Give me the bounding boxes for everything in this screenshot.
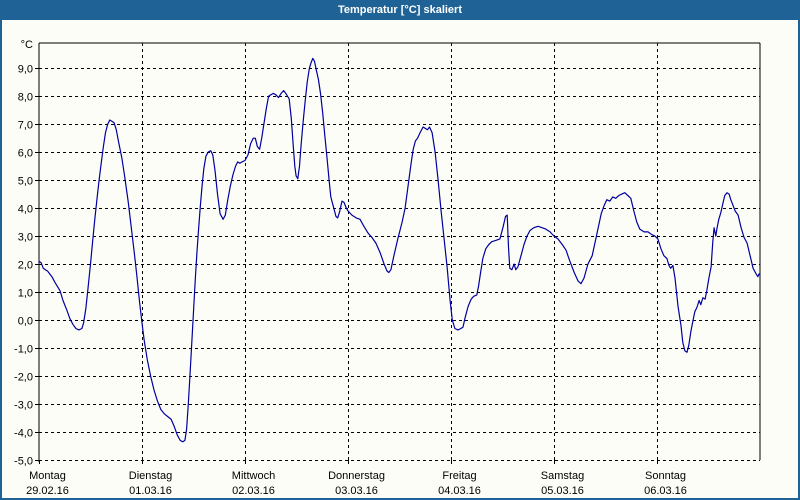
x-tick-day-label: Samstag: [541, 470, 584, 482]
y-tick-label: -5,0: [14, 456, 33, 468]
x-tick-date-label: 04.03.16: [438, 485, 481, 497]
x-tick-day-label: Dienstag: [129, 470, 172, 482]
x-tick-date-label: 02.03.16: [232, 485, 275, 497]
x-tick-day-label: Sonntag: [645, 470, 686, 482]
y-tick-label: 2,0: [18, 260, 33, 272]
x-tick-day-label: Donnerstag: [328, 470, 385, 482]
x-tick-date-label: 06.03.16: [644, 485, 687, 497]
y-tick-label: 6,0: [18, 148, 33, 160]
y-tick-label: 8,0: [18, 92, 33, 104]
window-title: Temperatur [°C] skaliert: [337, 4, 462, 16]
x-tick-date-label: 03.03.16: [335, 485, 378, 497]
y-tick-label: -4,0: [14, 428, 33, 440]
y-tick-label: 0,0: [18, 316, 33, 328]
y-tick-label: -1,0: [14, 344, 33, 356]
window-titlebar: Temperatur [°C] skaliert: [0, 0, 800, 20]
x-tick-date-label: 05.03.16: [541, 485, 584, 497]
y-axis-unit-label: °C: [21, 39, 33, 51]
y-tick-label: 4,0: [18, 204, 33, 216]
x-tick-day-label: Mittwoch: [232, 470, 275, 482]
x-tick-date-label: 01.03.16: [129, 485, 172, 497]
temperature-line: [38, 57, 760, 443]
x-tick-date-label: 29.02.16: [26, 485, 69, 497]
y-tick-label: 5,0: [18, 176, 33, 188]
y-tick-label: 9,0: [18, 64, 33, 76]
y-tick-label: -3,0: [14, 400, 33, 412]
y-tick-label: 7,0: [18, 120, 33, 132]
y-tick-label: -2,0: [14, 372, 33, 384]
x-tick-day-label: Montag: [29, 470, 66, 482]
y-tick-label: 1,0: [18, 288, 33, 300]
y-tick-label: 3,0: [18, 232, 33, 244]
x-tick-day-label: Freitag: [442, 470, 476, 482]
